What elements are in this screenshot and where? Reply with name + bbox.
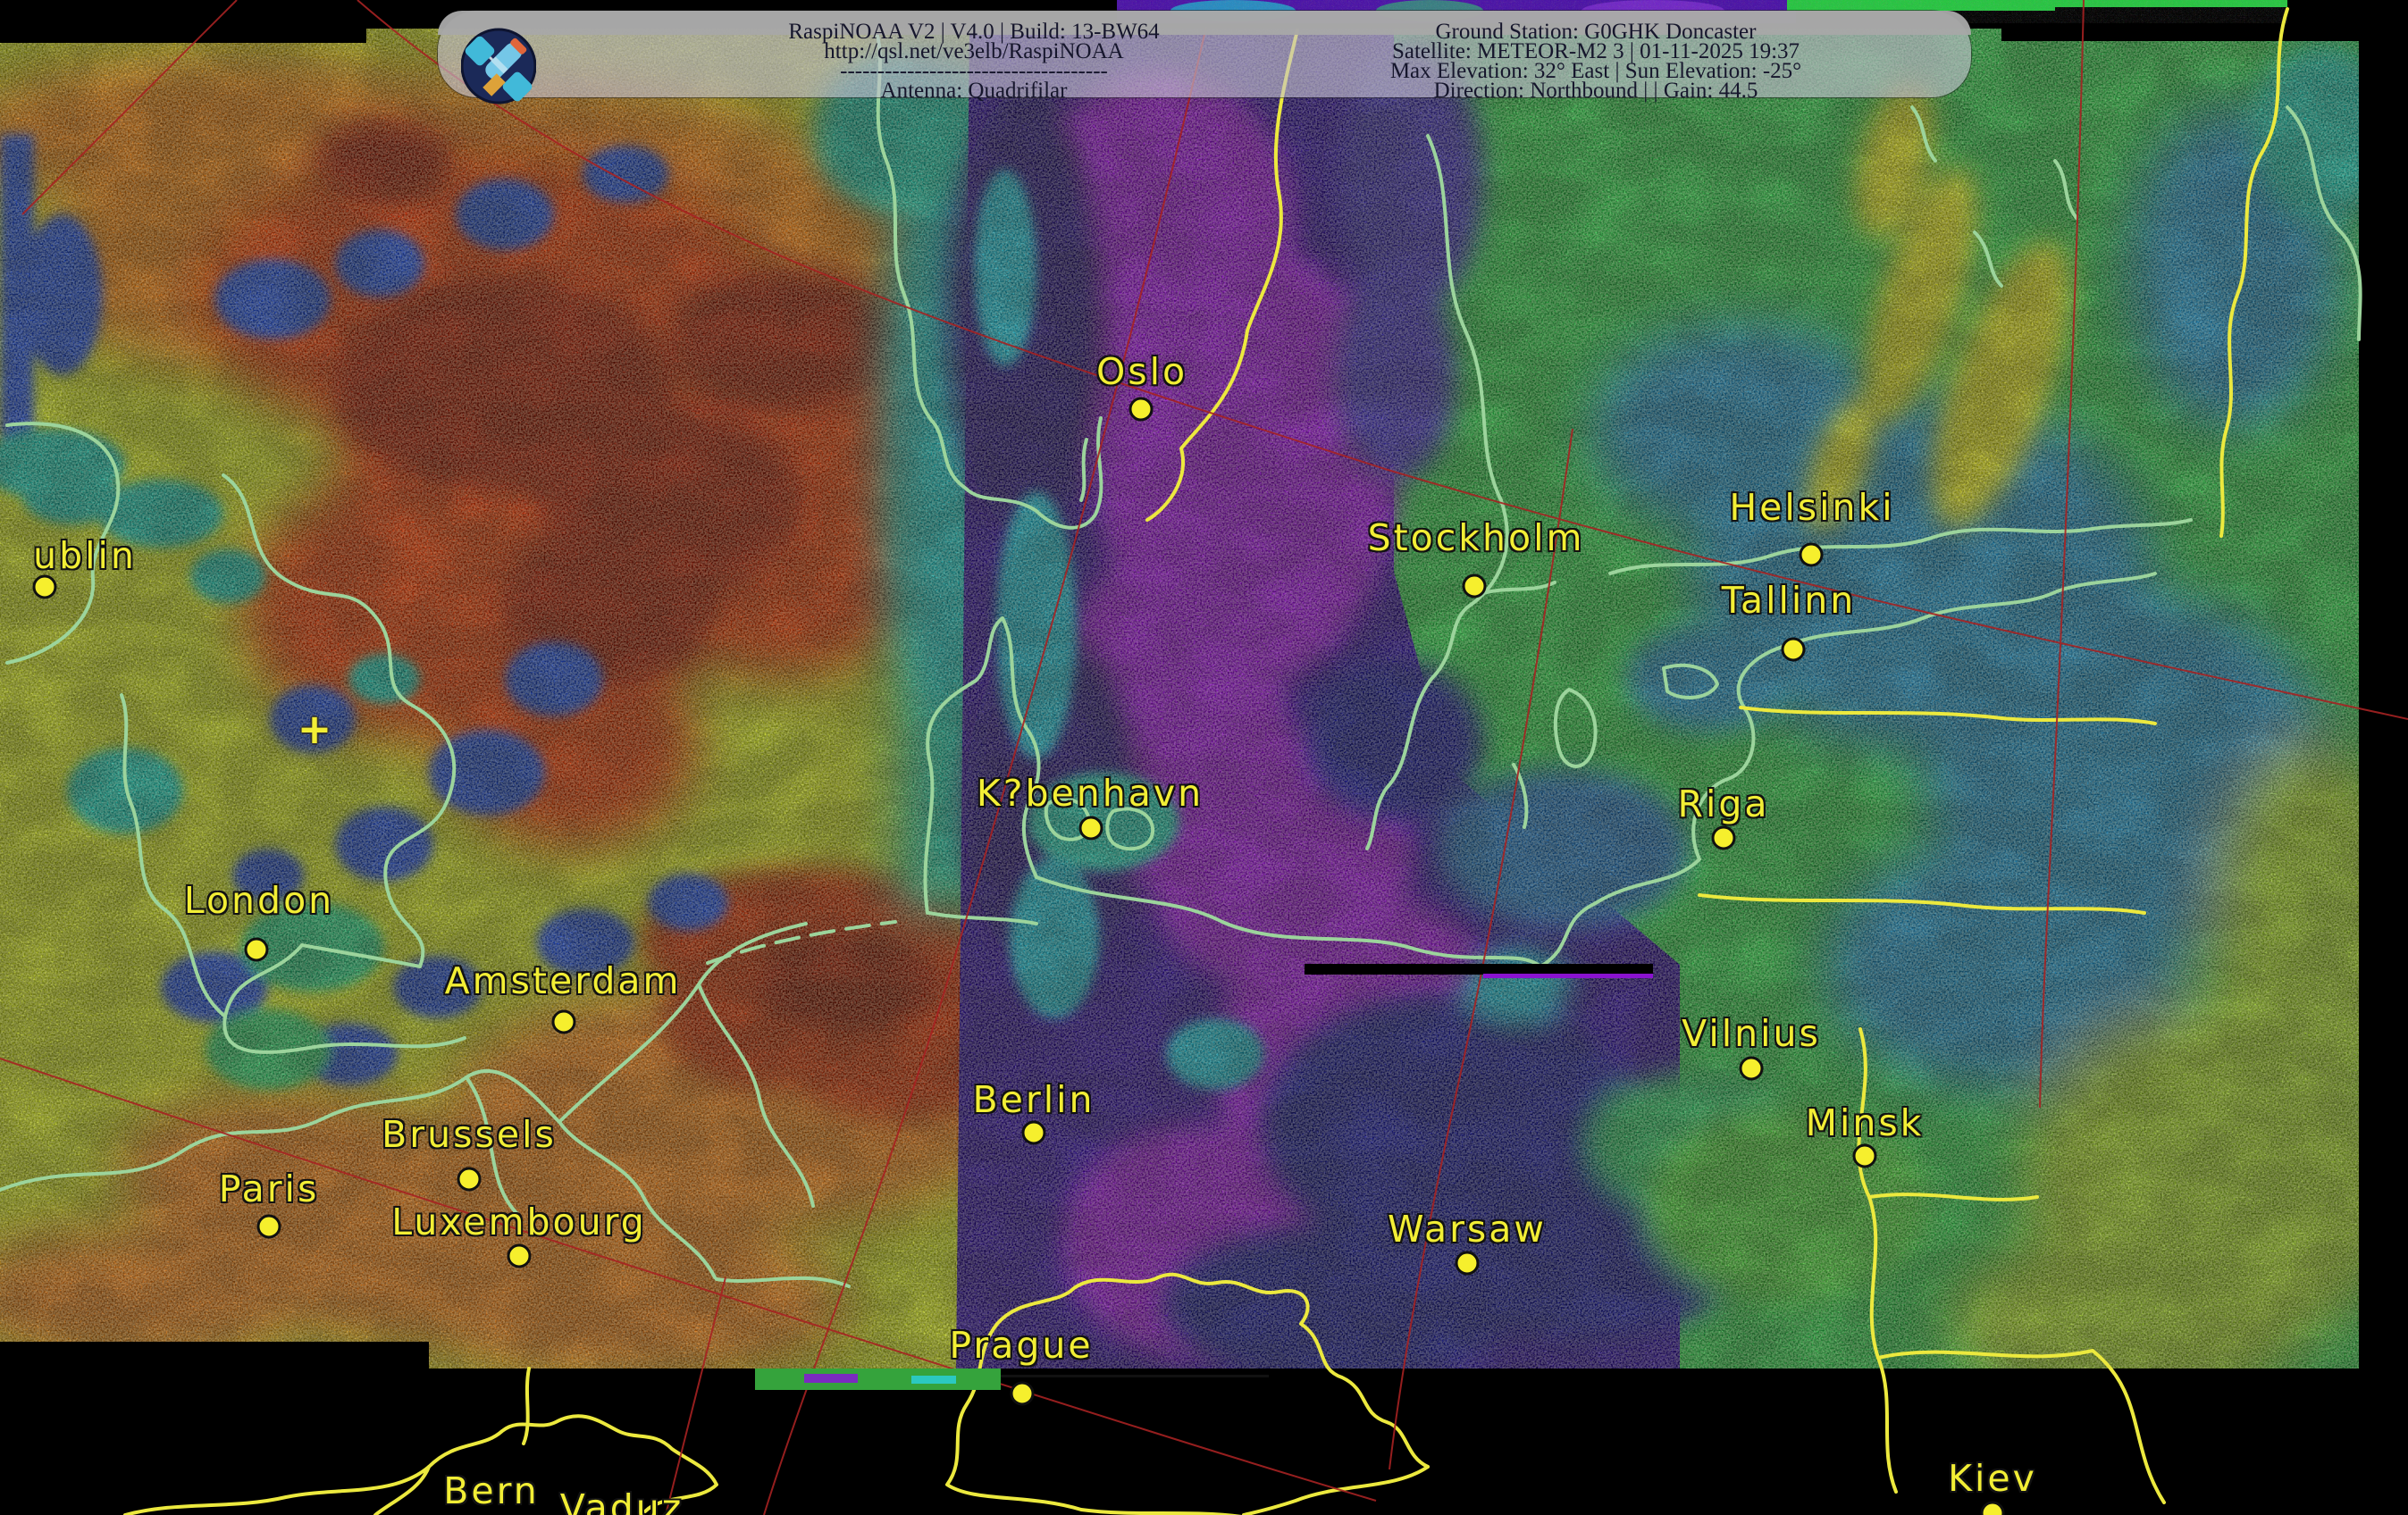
coastline-overlay [0, 34, 2362, 1288]
city-name: Vaduz [559, 1486, 684, 1515]
city-name: Stockholm [1367, 516, 1585, 559]
city-dot [1799, 542, 1824, 567]
city-dot [1711, 825, 1736, 850]
header-left-column: RaspiNOAA V2 | V4.0 | Build: 13-BW64 htt… [617, 20, 1331, 103]
city-name: Riga [1677, 783, 1770, 825]
city-name: Kiev [1948, 1457, 2037, 1500]
divider-dashes: ------------------------------------ [840, 59, 1108, 83]
elevation-line: Max Elevation: 32° East | Sun Elevation:… [1389, 59, 1802, 83]
city-name: Paris [218, 1168, 320, 1210]
city-dot [1128, 397, 1154, 422]
header-right-column: Ground Station: G0GHK Doncaster Satellit… [1274, 20, 1917, 103]
city-dot [457, 1167, 482, 1192]
ground-station-line: Ground Station: G0GHK Doncaster [1435, 20, 1757, 44]
direction-gain-line: Direction: Northbound | | Gain: 44.5 [1433, 79, 1758, 103]
city-name: Luxembourg [391, 1201, 647, 1243]
city-dot [1739, 1056, 1764, 1081]
city-dot [1021, 1120, 1046, 1145]
dropout-artifacts [755, 964, 1653, 1390]
city-name: ublin [33, 534, 137, 577]
city-name: Prague [949, 1324, 1094, 1367]
city-name: Brussels [382, 1113, 557, 1156]
city-dot [32, 574, 57, 599]
city-dot [1781, 637, 1806, 662]
app-version-line: RaspiNOAA V2 | V4.0 | Build: 13-BW64 [788, 20, 1160, 44]
city-dot [244, 937, 269, 962]
city-name: Amsterdam [444, 959, 682, 1002]
city-dot [1455, 1251, 1480, 1276]
cross-marker: + [297, 705, 332, 753]
city-name: Bern [443, 1469, 540, 1512]
app-url-line: http://qsl.net/ve3elb/RaspiNOAA [824, 39, 1124, 63]
antenna-line: Antenna: Quadrifilar [880, 79, 1068, 103]
city-dot [256, 1214, 281, 1239]
satellite-icon [461, 28, 536, 105]
city-dot [551, 1009, 576, 1034]
city-name: Oslo [1095, 350, 1188, 393]
city-dot [1980, 1501, 2005, 1515]
city-dot [1010, 1381, 1035, 1406]
info-overlay: RaspiNOAA V2 | V4.0 | Build: 13-BW64 htt… [438, 11, 1971, 105]
city-dot [507, 1243, 532, 1268]
header-top-band [438, 11, 1971, 35]
city-name: Warsaw [1388, 1208, 1547, 1251]
city-name: Tallinn [1721, 579, 1857, 622]
city-dot [1078, 816, 1103, 841]
city-name: Berlin [972, 1078, 1095, 1121]
satellite-pass-line: Satellite: METEOR-M2 3 | 01-11-2025 19:3… [1391, 39, 1800, 63]
city-dot [1852, 1143, 1877, 1168]
city-name: Helsinki [1729, 486, 1895, 529]
city-dot [1462, 573, 1487, 598]
city-name: K?benhavn [976, 772, 1204, 815]
city-name: London [183, 879, 335, 922]
city-name: Minsk [1805, 1101, 1925, 1144]
city-name: Vilnius [1682, 1012, 1821, 1055]
